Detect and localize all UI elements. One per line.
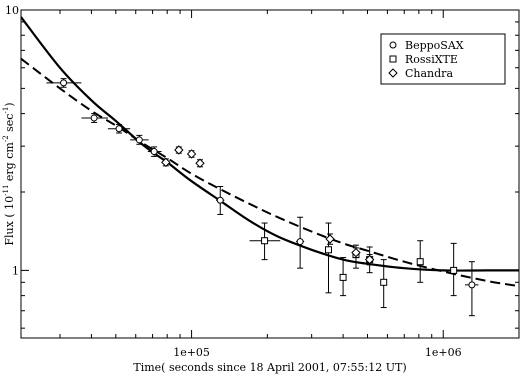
data-point-bepposax: [150, 148, 158, 156]
data-point-chandra: [351, 247, 361, 258]
legend-box: [380, 33, 506, 85]
data-point-chandra: [161, 157, 171, 168]
data-point-rossixte: [380, 278, 388, 286]
data-point-chandra: [174, 145, 184, 155]
data-point-bepposax: [296, 238, 304, 246]
ylabel-end: ): [3, 102, 16, 106]
series-chandra: [161, 145, 375, 266]
data-point-bepposax: [60, 79, 68, 87]
data-point-chandra: [186, 149, 197, 159]
data-point-chandra: [195, 158, 205, 168]
data-point-rossixte: [450, 266, 458, 274]
legend-marker-rossixte: [389, 55, 397, 63]
x-axis-label: Time( seconds since 18 April 2001, 07:55…: [133, 361, 406, 374]
data-point-rossixte: [416, 258, 424, 266]
data-point-rossixte: [261, 237, 269, 245]
data-point-bepposax: [135, 136, 143, 144]
series-rossixte: [249, 222, 464, 309]
data-point-bepposax: [216, 196, 224, 204]
legend-marker-bepposax: [389, 41, 397, 49]
series-bepposax: [46, 78, 479, 317]
ylabel-exp2: -2: [2, 135, 10, 142]
y-tick-label: 1: [12, 264, 19, 277]
x-tick-label: 1e+05: [173, 346, 210, 359]
legend-label-rossixte: RossiXTE: [405, 53, 458, 66]
y-tick-label: 10: [5, 4, 19, 17]
ylabel-exp1: -11: [2, 185, 10, 196]
data-points: [46, 78, 479, 317]
model-curve-dashed: [21, 57, 519, 288]
plot-frame: [20, 9, 520, 339]
legend-marker-chandra: [388, 68, 398, 78]
model-curves: [21, 16, 519, 288]
y-axis-label: Flux ( 10-11 erg cm-2 sec-1): [2, 102, 16, 245]
legend-label-bepposax: BeppoSAX: [405, 39, 464, 52]
data-point-bepposax: [468, 281, 476, 289]
ylabel-pre: Flux ( 10: [3, 196, 16, 246]
legend-label-chandra: Chandra: [405, 67, 453, 80]
data-point-chandra: [325, 234, 335, 244]
data-point-bepposax: [115, 125, 123, 133]
axis-ticks: 1e+05 1e+06 1 10: [5, 4, 519, 359]
data-point-chandra: [364, 254, 375, 265]
ylabel-mid: erg cm: [3, 142, 16, 185]
model-curve-solid: [21, 16, 519, 272]
x-tick-label: 1e+06: [425, 346, 462, 359]
data-point-rossixte: [339, 273, 347, 281]
ylabel-post: sec: [3, 114, 16, 136]
ylabel-exp3: -1: [2, 107, 10, 114]
data-point-bepposax: [90, 114, 98, 122]
data-point-rossixte: [324, 246, 332, 254]
